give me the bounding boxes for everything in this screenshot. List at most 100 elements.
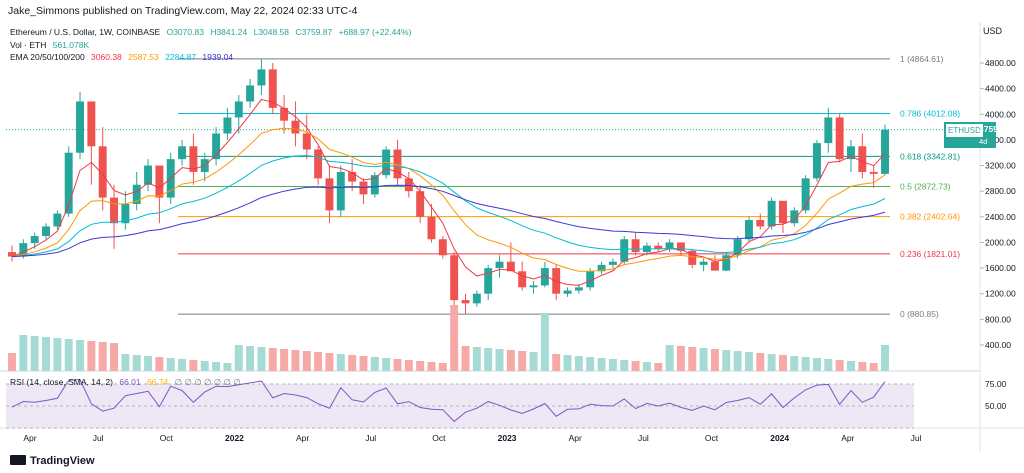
candle-body xyxy=(234,101,243,118)
candle-body xyxy=(178,146,187,160)
candle-body xyxy=(64,152,73,214)
candle-body xyxy=(472,293,481,304)
time-tick-label: Oct xyxy=(705,433,719,443)
candle-body xyxy=(359,181,368,195)
candle-body xyxy=(529,285,538,288)
candle-body xyxy=(813,143,821,179)
volume-bar xyxy=(756,353,765,371)
candle-body xyxy=(756,220,765,227)
candle-body xyxy=(370,175,379,195)
candle-body xyxy=(506,261,515,272)
volume-bar xyxy=(280,349,289,371)
candle-body xyxy=(19,243,28,257)
volume-bar xyxy=(620,360,629,371)
volume-bar xyxy=(438,363,447,371)
candle-body xyxy=(744,220,753,240)
candle-body xyxy=(280,107,289,121)
candle-body xyxy=(450,255,459,301)
price-tick-label: 400.00 xyxy=(985,340,1011,350)
candle-body xyxy=(212,133,221,160)
volume-bar xyxy=(699,348,708,371)
volume-bar xyxy=(484,348,493,371)
volume-bar xyxy=(540,313,549,371)
candle-body xyxy=(699,261,708,265)
tradingview-brand: TradingView xyxy=(30,455,95,467)
ema-legend[interactable]: EMA 20/50/100/200 3060.38 2587.53 2284.8… xyxy=(10,52,237,62)
candle-body xyxy=(8,252,16,257)
ema-label: EMA 20/50/100/200 xyxy=(10,52,85,62)
volume-bar xyxy=(552,354,561,371)
volume-bar xyxy=(506,350,515,371)
candle-body xyxy=(801,178,810,211)
candle-body xyxy=(30,236,39,244)
rsi-sma-value: 66.74 xyxy=(147,377,169,387)
volume-bar xyxy=(370,357,379,371)
rsi-label: RSI (14, close, SMA, 14, 2) xyxy=(10,377,113,387)
volume-bar xyxy=(529,352,538,371)
candle-body xyxy=(688,250,697,265)
volume-bar xyxy=(246,346,255,371)
fib-level-label: 0.618 (3342.81) xyxy=(900,151,960,161)
volume-bar xyxy=(348,355,357,371)
change-value: +688.97 (+22.44%) xyxy=(338,27,412,37)
volume-bar xyxy=(790,356,799,371)
rsi-tick-label: 75.00 xyxy=(985,379,1007,389)
candle-body xyxy=(620,239,629,262)
low-value: L3048.58 xyxy=(253,27,290,37)
volume-legend[interactable]: Vol · ETH 561.078K xyxy=(10,40,93,50)
candle-body xyxy=(189,146,198,172)
candle-body xyxy=(42,226,50,237)
volume-bar xyxy=(64,339,73,371)
time-tick-label: Oct xyxy=(160,433,174,443)
rsi-line xyxy=(11,379,886,423)
candle-body xyxy=(336,171,345,211)
volume-bar xyxy=(710,349,719,371)
ema100-value: 2284.87 xyxy=(165,52,196,62)
candle-body xyxy=(76,101,84,153)
volume-bar xyxy=(495,349,504,371)
volume-bar xyxy=(132,355,141,371)
volume-bar xyxy=(87,341,96,371)
volume-label: Vol · ETH xyxy=(10,40,47,50)
candle-body xyxy=(824,117,833,144)
time-tick-label: Apr xyxy=(569,433,582,443)
time-tick-label: 2022 xyxy=(225,433,244,443)
last-price-symbol: ETHUSD xyxy=(946,124,983,137)
high-value: H3841.24 xyxy=(210,27,248,37)
volume-bar xyxy=(314,352,323,371)
ema200-value: 1939.04 xyxy=(202,52,234,62)
ema20-line xyxy=(11,98,886,286)
price-chart[interactable]: 4800.00 4400.00 4000.00 3600.00 3200.00 2800.… xyxy=(0,22,1024,452)
volume-bar xyxy=(472,347,481,371)
last-price-tag: ETHUSD 3759.87 4d 18h xyxy=(944,122,1010,159)
volume-bar xyxy=(869,363,878,371)
candle-body xyxy=(835,117,844,160)
candle-body xyxy=(586,271,595,288)
symbol-name[interactable]: Ethereum / U.S. Dollar, 1W, COINBASE xyxy=(10,27,161,37)
price-tick-label: 4000.00 xyxy=(985,109,1016,119)
ema20-value: 3060.38 xyxy=(91,52,122,62)
volume-bar xyxy=(586,357,595,371)
ema50-value: 2587.53 xyxy=(128,52,159,62)
candle-body xyxy=(223,117,232,134)
candle-body xyxy=(438,239,447,256)
candle-body xyxy=(98,146,107,198)
fib-level-label: 0.236 (1821.01) xyxy=(900,249,960,259)
candle-body xyxy=(87,101,96,147)
fib-level-label: 1 (4864.61) xyxy=(900,54,944,64)
open-value: O3070.83 xyxy=(166,27,204,37)
volume-bar xyxy=(336,354,345,371)
close-value: C3759.87 xyxy=(295,27,333,37)
volume-bar xyxy=(631,361,640,371)
candle-body xyxy=(416,191,425,217)
rsi-band xyxy=(6,384,914,428)
candle-body xyxy=(325,178,334,211)
fib-level-label: 0.5 (2872.73) xyxy=(900,182,951,192)
volume-bar xyxy=(427,362,436,371)
volume-bar xyxy=(212,362,221,371)
volume-bar xyxy=(461,346,470,371)
volume-bar xyxy=(665,345,674,371)
volume-bar xyxy=(268,348,277,371)
candle-body xyxy=(302,133,311,150)
rsi-legend[interactable]: RSI (14, close, SMA, 14, 2) 66.01 66.74 … xyxy=(10,377,245,388)
